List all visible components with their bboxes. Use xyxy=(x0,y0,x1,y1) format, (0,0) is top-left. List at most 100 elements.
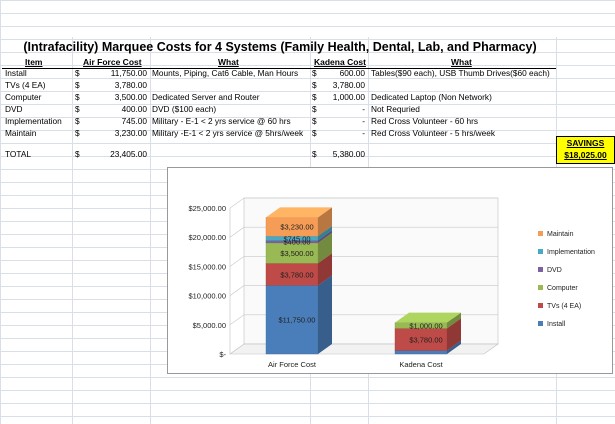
data-label: $1,000.00 xyxy=(409,322,442,331)
row-item[interactable]: Computer xyxy=(5,92,42,102)
y-tick-label: $20,000.00 xyxy=(188,233,226,242)
legend-swatch xyxy=(538,285,543,290)
data-label: $3,230.00 xyxy=(280,223,313,232)
row-kadena-symbol[interactable]: $ xyxy=(312,128,317,138)
legend-label: DVD xyxy=(547,267,562,274)
data-label: $400.00 xyxy=(283,238,310,247)
row-kadena-what[interactable]: Not Requried xyxy=(371,104,420,114)
bar-segment xyxy=(394,350,448,355)
total-kadena-symbol: $ xyxy=(312,149,317,159)
row-item[interactable]: Maintain xyxy=(5,128,37,138)
bar-segment-side xyxy=(318,207,332,237)
bar-segment-side xyxy=(447,340,461,354)
y-tick-label: $- xyxy=(219,350,226,359)
total-af-value[interactable]: 23,405.00 xyxy=(110,149,147,159)
y-tick-label: $15,000.00 xyxy=(188,262,226,271)
row-item[interactable]: Install xyxy=(5,68,27,78)
row-af-symbol[interactable]: $ xyxy=(75,80,80,90)
data-label: $745.00 xyxy=(283,234,310,243)
category-label: Air Force Cost xyxy=(268,360,317,369)
y-tick-label: $5,000.00 xyxy=(193,321,226,330)
row-af-value[interactable]: 400.00 xyxy=(121,104,147,114)
legend-swatch xyxy=(538,267,543,272)
gridline xyxy=(229,226,498,238)
row-kadena-value[interactable]: 3,780.00 xyxy=(332,80,365,90)
row-af-what[interactable]: Military - E-1 < 2 yrs service @ 60 hrs xyxy=(152,116,291,126)
legend-label: Maintain xyxy=(547,231,574,238)
bar-segment-top xyxy=(395,312,461,323)
gridline xyxy=(229,256,498,267)
row-af-value[interactable]: 3,780.00 xyxy=(114,80,147,90)
column-divider xyxy=(72,37,73,424)
row-af-value[interactable]: 3,230.00 xyxy=(114,128,147,138)
row-kadena-value[interactable]: - xyxy=(362,128,365,138)
row-af-what[interactable]: Dedicated Server and Router xyxy=(152,92,260,102)
bar-segment-side xyxy=(318,275,332,354)
total-af-symbol: $ xyxy=(75,149,80,159)
data-label: $11,750.00 xyxy=(279,316,316,325)
y-tick-label: $25,000.00 xyxy=(188,204,226,213)
row-af-value[interactable]: 3,500.00 xyxy=(114,92,147,102)
row-kadena-symbol[interactable]: $ xyxy=(312,104,317,114)
bar-segment-side xyxy=(447,318,461,351)
total-label[interactable]: TOTAL xyxy=(5,149,31,159)
row-af-symbol[interactable]: $ xyxy=(75,116,80,126)
row-kadena-symbol[interactable]: $ xyxy=(312,116,317,126)
row-af-what[interactable]: DVD ($100 each) xyxy=(152,104,217,114)
row-kadena-what[interactable]: Red Cross Volunteer - 5 hrs/week xyxy=(371,128,496,138)
legend-swatch xyxy=(538,231,543,236)
bar-segment-side xyxy=(447,312,461,329)
header-underline xyxy=(2,68,556,69)
bar-segment xyxy=(265,285,319,355)
sheet-title[interactable]: (Intrafacility) Marquee Costs for 4 Syst… xyxy=(23,40,537,54)
header-kadena-what[interactable]: What xyxy=(451,57,472,67)
gridline xyxy=(229,285,498,296)
row-af-symbol[interactable]: $ xyxy=(75,92,80,102)
column-divider xyxy=(150,37,151,424)
row-item[interactable]: TVs (4 EA) xyxy=(5,80,46,90)
row-kadena-symbol[interactable]: $ xyxy=(312,68,317,78)
row-af-what[interactable]: Mounts, Piping, Cat6 Cable, Man Hours xyxy=(152,68,299,78)
legend-label: Computer xyxy=(547,285,578,292)
row-kadena-what[interactable]: Red Cross Volunteer - 60 hrs xyxy=(371,116,478,126)
row-item[interactable]: Implementation xyxy=(5,116,62,126)
header-af-cost[interactable]: Air Force Cost xyxy=(83,57,142,67)
bar-segment-side xyxy=(318,230,332,243)
bar-segment-top xyxy=(266,207,332,218)
row-af-symbol[interactable]: $ xyxy=(75,128,80,138)
y-tick-label: $10,000.00 xyxy=(188,292,226,301)
row-kadena-value[interactable]: 1,000.00 xyxy=(332,92,365,102)
row-kadena-what[interactable]: Dedicated Laptop (Non Network) xyxy=(371,92,492,102)
row-kadena-value[interactable]: - xyxy=(362,104,365,114)
header-kadena-cost[interactable]: Kadena Cost xyxy=(314,57,366,67)
row-kadena-symbol[interactable]: $ xyxy=(312,92,317,102)
bar-segment-side xyxy=(318,226,332,241)
row-kadena-value[interactable]: - xyxy=(362,116,365,126)
header-item[interactable]: Item xyxy=(25,57,43,67)
row-kadena-what[interactable]: Tables($90 each), USB Thumb Drives($60 e… xyxy=(371,68,550,78)
row-af-symbol[interactable]: $ xyxy=(75,104,80,114)
row-item[interactable]: DVD xyxy=(5,104,23,114)
legend-swatch xyxy=(538,303,543,308)
cost-chart[interactable]: $25,000.00 $20,000.00 $15,000.00 $10,000.00… xyxy=(167,167,613,374)
data-label: $3,780.00 xyxy=(280,270,313,279)
savings-value: $18,025.00 xyxy=(564,150,607,160)
bar-segment-side xyxy=(318,232,332,264)
category-label: Kadena Cost xyxy=(399,360,443,369)
legend-swatch xyxy=(538,321,543,326)
row-af-what[interactable]: Military -E-1 < 2 yrs service @ 5hrs/wee… xyxy=(152,128,304,138)
data-label: $3,500.00 xyxy=(280,249,313,258)
savings-box[interactable]: SAVINGS $18,025.00 xyxy=(556,136,615,164)
row-kadena-value[interactable]: 600.00 xyxy=(339,68,365,78)
legend-label: Implementation xyxy=(547,249,595,256)
savings-label: SAVINGS xyxy=(566,138,605,148)
row-af-symbol[interactable]: $ xyxy=(75,68,80,78)
legend-swatch xyxy=(538,249,543,254)
bar-segment-side xyxy=(318,253,332,286)
row-kadena-symbol[interactable]: $ xyxy=(312,80,317,90)
gridline xyxy=(229,197,498,209)
row-af-value[interactable]: 11,750.00 xyxy=(110,68,147,78)
row-af-value[interactable]: 745.00 xyxy=(121,116,147,126)
header-af-what[interactable]: What xyxy=(218,57,239,67)
total-kadena-value[interactable]: 5,380.00 xyxy=(332,149,365,159)
